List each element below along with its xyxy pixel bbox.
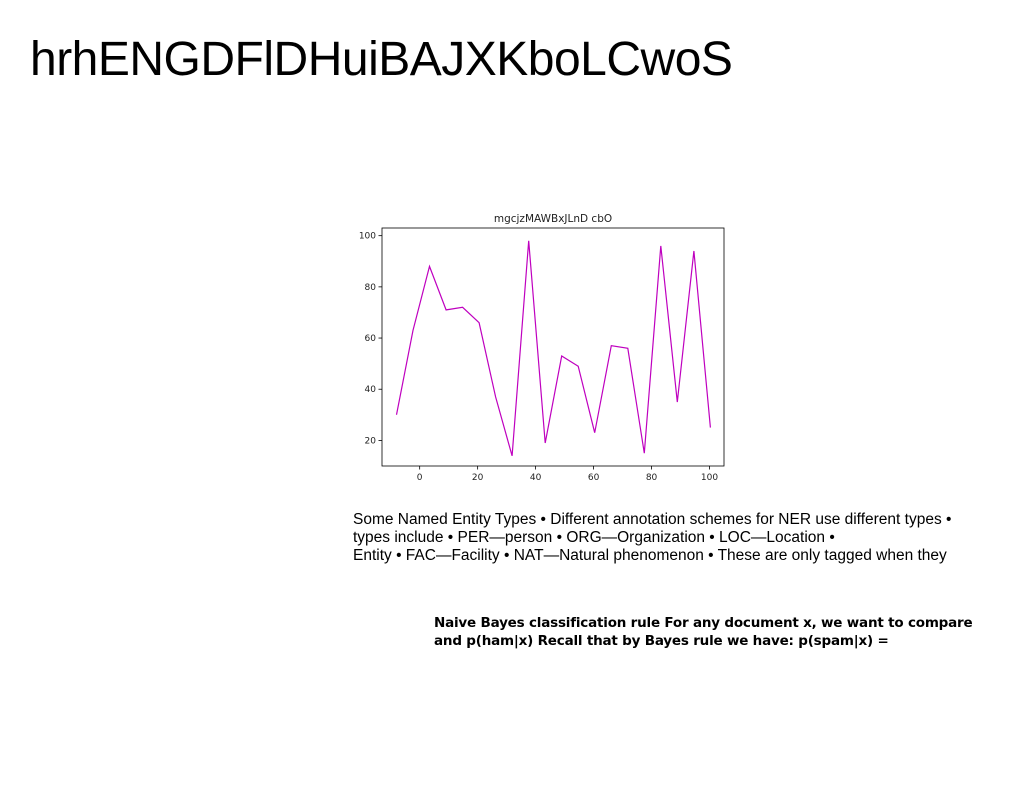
x-tick-label: 60 (588, 473, 600, 483)
x-tick-label: 40 (530, 473, 542, 483)
ner-text-block: Some Named Entity Types • Different anno… (353, 511, 1013, 565)
ner-line-1: Some Named Entity Types • Different anno… (353, 511, 952, 528)
series-points (396, 240, 711, 456)
y-tick-label: 60 (365, 334, 377, 344)
x-tick-label: 20 (472, 473, 484, 483)
line-chart: mgcjzMAWBxJLnD cbO 0 20 40 60 80 100 20 40 60 80… (345, 208, 735, 488)
y-tick-label: 20 (365, 436, 377, 446)
bayes-line-1: Naive Bayes classification rule For any … (434, 615, 973, 631)
y-tick-label: 40 (365, 385, 377, 395)
chart-title: mgcjzMAWBxJLnD cbO (494, 213, 612, 225)
y-tick-label: 100 (359, 232, 376, 242)
ner-line-3: Entity • FAC—Facility • NAT—Natural phen… (353, 547, 947, 564)
bayes-line-2: and p(ham|x) Recall that by Bayes rule w… (434, 633, 889, 649)
y-axis: 20 40 60 80 100 (359, 232, 382, 446)
series-line (395, 240, 711, 456)
bayes-text-block: Naive Bayes classification rule For any … (434, 614, 1024, 650)
slide-title: hrhENGDFlDHuiBAJXKboLCwoS (30, 33, 733, 86)
x-tick-label: 80 (646, 473, 658, 483)
ner-line-2: types include • PER—person • ORG—Organiz… (353, 529, 835, 546)
line-chart-svg: mgcjzMAWBxJLnD cbO 0 20 40 60 80 100 20 40 60 80… (359, 213, 725, 483)
x-axis: 0 20 40 60 80 100 (417, 466, 718, 483)
x-tick-label: 100 (701, 473, 718, 483)
plot-frame (381, 227, 725, 467)
x-tick-label: 0 (417, 473, 423, 483)
y-tick-label: 80 (365, 283, 377, 293)
